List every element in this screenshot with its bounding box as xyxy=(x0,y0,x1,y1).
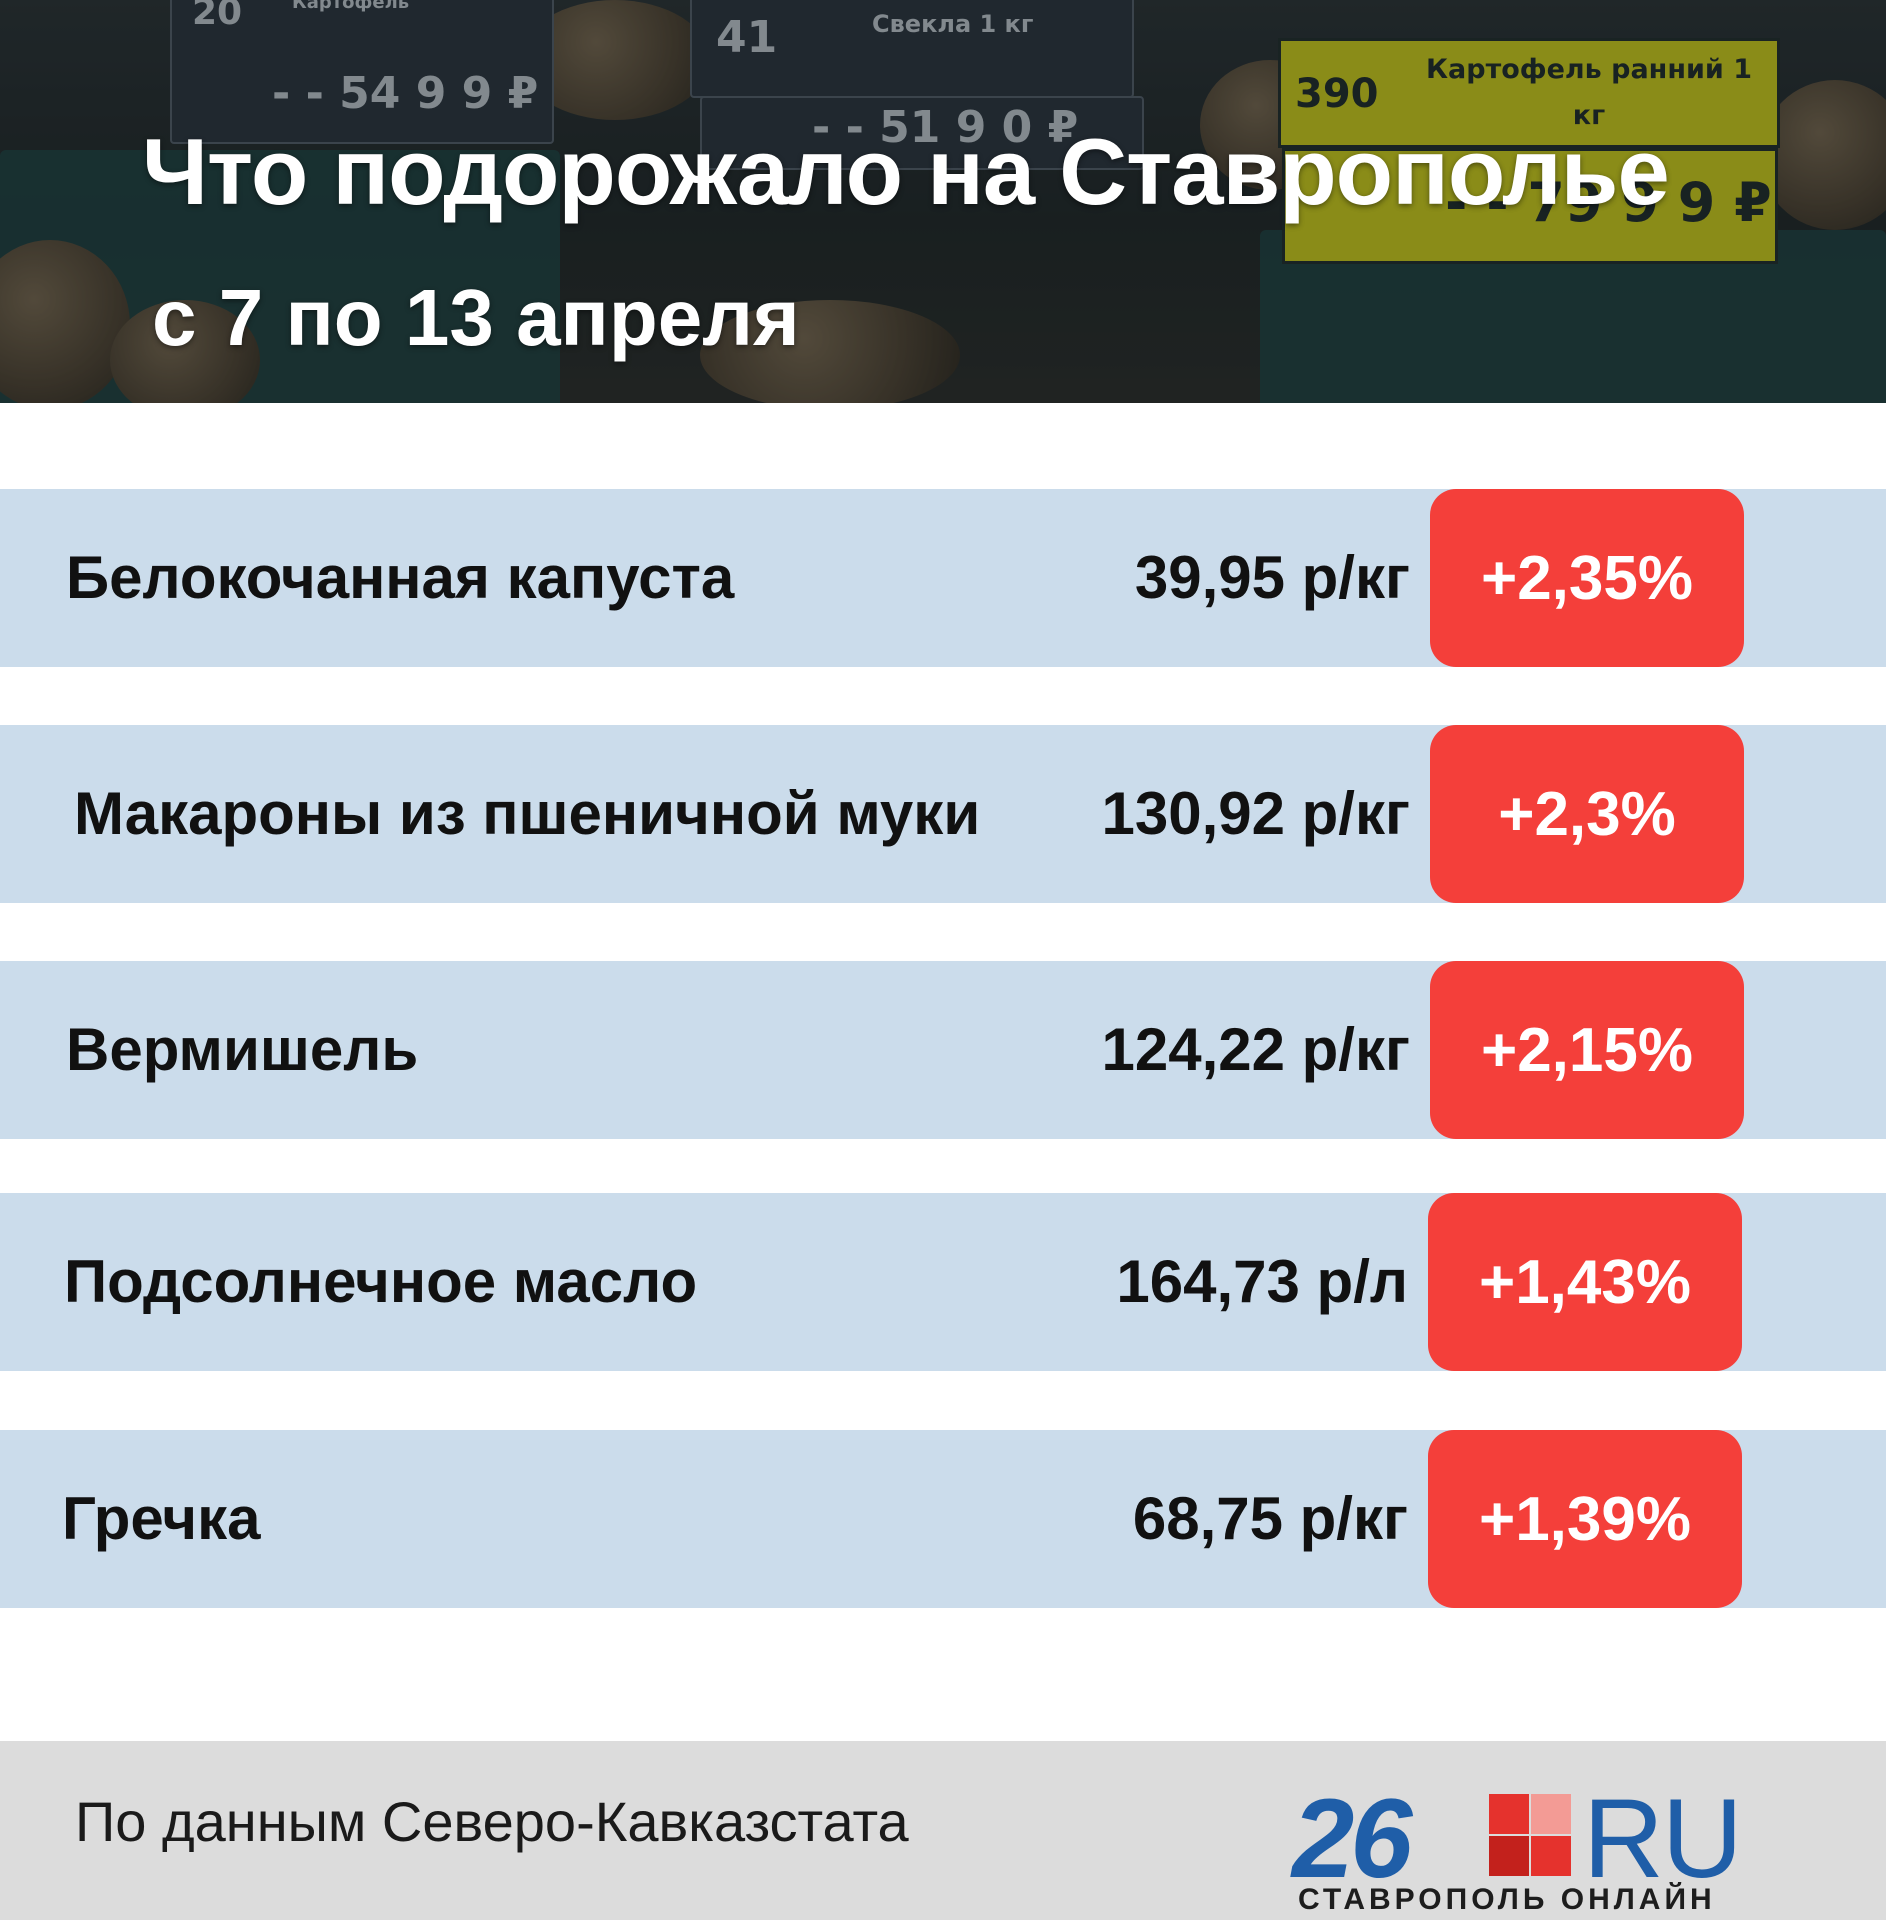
brand-logo[interactable]: 26 RU СТАВРОПОЛЬ ОНЛАЙН xyxy=(1292,1776,1752,1917)
price-change-badge: +2,15% xyxy=(1430,961,1744,1139)
product-name: Вермишель xyxy=(66,1016,419,1083)
product-name: Гречка xyxy=(62,1485,261,1552)
product-price: 68,75 р/кг xyxy=(1132,1485,1408,1552)
table-row: Макароны из пшеничной муки 130,92 р/кг +… xyxy=(0,725,1886,903)
price-tag-yellow-lower: - - 79 9 9 ₽ xyxy=(1282,148,1778,264)
price-tag-number: 390 xyxy=(1295,71,1379,117)
price-tag-number: 41 xyxy=(716,12,778,63)
price-tag-yellow: 390 Картофель ранний 1 кг xyxy=(1278,38,1780,148)
price-tag-lower: - - 51 9 0 ₽ xyxy=(700,96,1144,170)
footer: По данным Северо-Кавказстата 26 RU СТАВР… xyxy=(0,1741,1886,1920)
table-row: Подсолнечное масло 164,73 р/л +1,43% xyxy=(0,1193,1886,1371)
header-photo: 20 Картофель - - 54 9 9 ₽ 41 Свекла 1 кг… xyxy=(0,0,1886,403)
price-tag-price: - - 79 9 9 ₽ xyxy=(1445,171,1772,234)
potato-shape xyxy=(700,300,960,403)
price-tag-label: Свекла 1 кг xyxy=(872,10,1034,38)
table-row: Белокочанная капуста 39,95 р/кг +2,35% xyxy=(0,489,1886,667)
potato-shape xyxy=(0,240,130,403)
product-name: Макароны из пшеничной муки xyxy=(74,780,981,847)
price-tag: 41 Свекла 1 кг xyxy=(690,0,1134,98)
price-change-badge: +2,35% xyxy=(1430,489,1744,667)
product-name: Белокочанная капуста xyxy=(66,544,735,611)
price-tag-price: - - 51 9 0 ₽ xyxy=(812,102,1079,153)
logo-number: 26 xyxy=(1292,1776,1413,1901)
price-change-badge: +1,39% xyxy=(1428,1430,1742,1608)
product-price: 39,95 р/кг xyxy=(1134,544,1410,611)
price-tag: 20 Картофель - - 54 9 9 ₽ xyxy=(170,0,554,144)
table-row: Гречка 68,75 р/кг +1,39% xyxy=(0,1430,1886,1608)
price-tag-label: Картофель xyxy=(292,0,410,13)
logo-tagline: СТАВРОПОЛЬ ОНЛАЙН xyxy=(1298,1883,1716,1916)
potato-shape xyxy=(1760,80,1886,230)
page-title: Что подорожало на Ставрополье xyxy=(142,119,1670,224)
page-subtitle: с 7 по 13 апреля xyxy=(152,273,800,362)
logo-plus-icon xyxy=(1489,1794,1571,1876)
price-change-badge: +1,43% xyxy=(1428,1193,1742,1371)
product-price: 130,92 р/кг xyxy=(1101,780,1410,847)
price-tag-price: - - 54 9 9 ₽ xyxy=(272,68,539,119)
data-source-note: По данным Северо-Кавказстата xyxy=(75,1790,909,1853)
price-tag-number: 20 xyxy=(192,0,243,33)
product-price: 124,22 р/кг xyxy=(1101,1016,1410,1083)
potato-shape xyxy=(110,300,260,403)
logo-suffix: RU xyxy=(1583,1776,1743,1901)
price-change-badge: +2,3% xyxy=(1430,725,1744,903)
photo-overlay xyxy=(0,0,1886,403)
price-tag-label: Картофель ранний 1 кг xyxy=(1425,54,1753,131)
table-row: Вермишель 124,22 р/кг +2,15% xyxy=(0,961,1886,1139)
product-name: Подсолнечное масло xyxy=(64,1248,698,1315)
product-price: 164,73 р/л xyxy=(1116,1248,1408,1315)
